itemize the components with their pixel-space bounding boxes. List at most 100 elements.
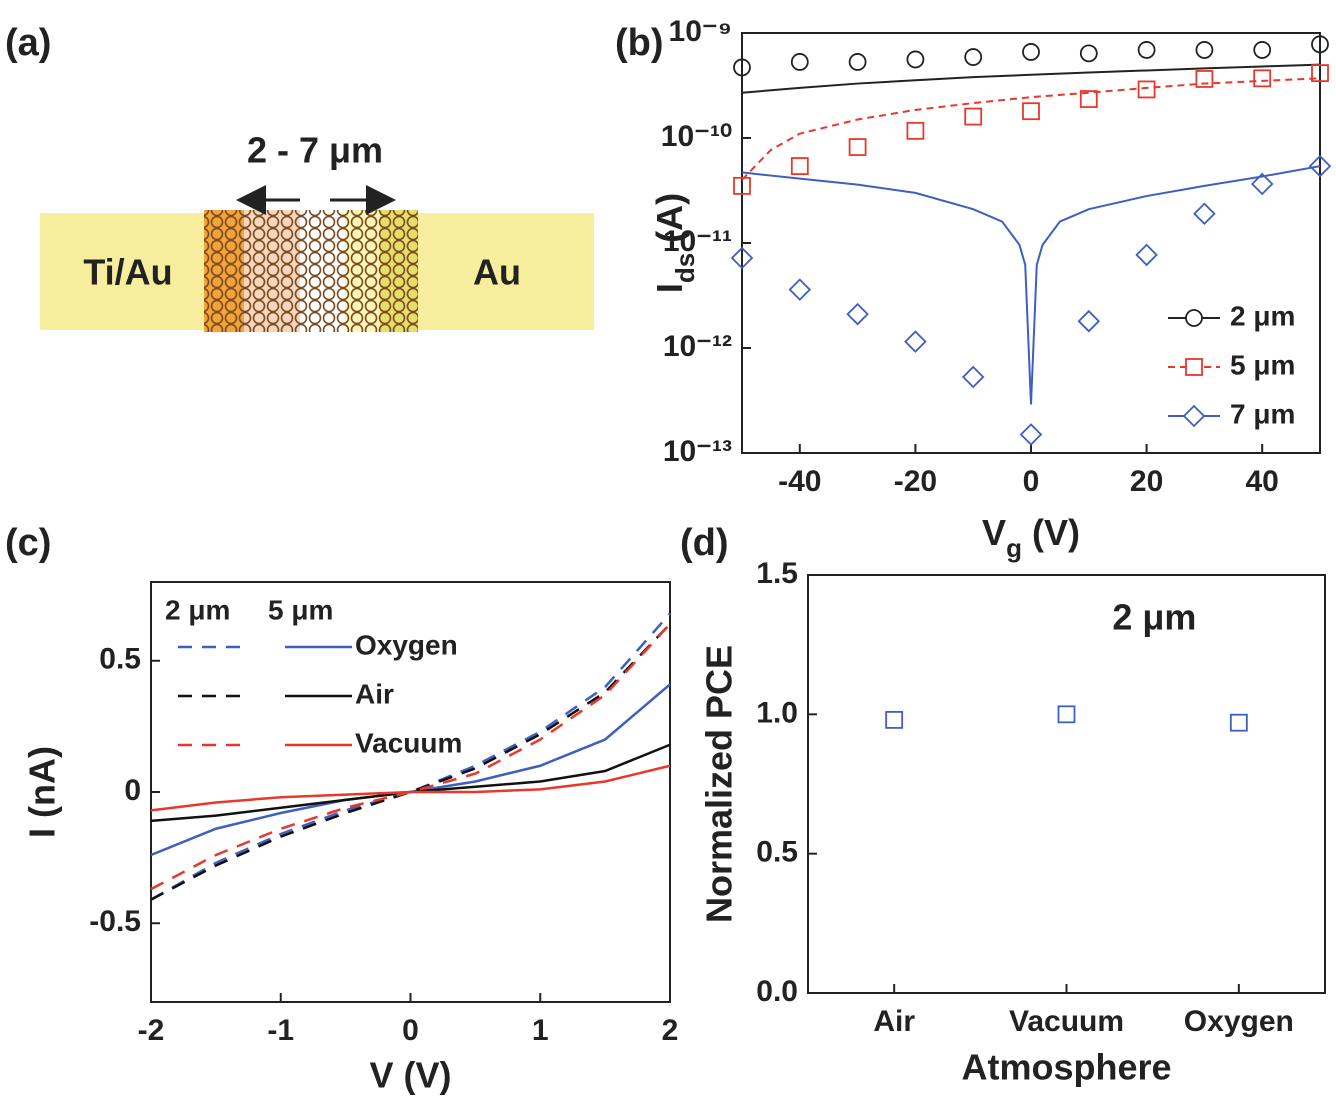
length-label: 2 - 7 μm xyxy=(247,130,383,171)
marker xyxy=(1311,64,1329,83)
x-tick-label: Air xyxy=(873,1005,915,1038)
marker xyxy=(1079,90,1098,108)
marker xyxy=(846,302,869,326)
marker xyxy=(733,58,751,77)
iv-curve xyxy=(150,623,671,901)
marker xyxy=(790,157,809,175)
y-tick-label: 1.0 xyxy=(756,696,798,729)
marker xyxy=(1019,423,1043,446)
x-tick-label: 0 xyxy=(402,1014,419,1047)
iv-curve xyxy=(150,683,671,857)
marker xyxy=(848,138,867,156)
legend-label: 2 μm xyxy=(1230,300,1295,331)
marker xyxy=(1022,102,1040,121)
axis-label-unit: (A) xyxy=(649,193,690,243)
panel-label: (a) xyxy=(5,22,51,64)
marker xyxy=(1253,41,1272,59)
legend-label: Vacuum xyxy=(355,727,462,758)
axis-label-unit: (V) xyxy=(1032,512,1080,553)
marker xyxy=(1311,35,1329,54)
marker xyxy=(788,278,812,301)
legend-label: 7 μm xyxy=(1230,398,1295,429)
panel-label: (b) xyxy=(615,22,664,64)
marker xyxy=(790,53,809,71)
legend-label: Air xyxy=(355,678,394,709)
marker xyxy=(1079,44,1098,63)
marker xyxy=(1193,202,1216,226)
marker xyxy=(1137,80,1156,99)
legend-label: 5 μm xyxy=(1230,349,1295,380)
x-tick-label: 2 xyxy=(662,1014,679,1047)
x-tick-label: Vacuum xyxy=(1009,1005,1124,1038)
marker xyxy=(961,365,985,389)
y-tick-label: 10⁻¹³ xyxy=(663,435,732,468)
marker xyxy=(1057,705,1076,724)
marker xyxy=(906,50,925,69)
annotation: 2 μm xyxy=(1112,597,1196,638)
iv-curve xyxy=(150,612,671,901)
marker xyxy=(1022,43,1040,61)
x-tick-label: -20 xyxy=(894,465,937,498)
plot-frame xyxy=(807,574,1326,994)
marker xyxy=(1135,243,1158,267)
y-tick-label: 0.0 xyxy=(756,975,798,1008)
x-tick-label: -1 xyxy=(267,1014,294,1047)
marker xyxy=(1229,713,1248,732)
nanotube xyxy=(204,210,418,332)
iv-curve xyxy=(150,764,671,812)
marker xyxy=(733,176,751,195)
panel-a: (a) 2 - 7 μm Ti/Au Au xyxy=(5,22,594,332)
marker xyxy=(964,107,983,126)
y-tick-label: 0.5 xyxy=(99,643,141,676)
x-tick-label: 1 xyxy=(532,1014,549,1047)
y-tick-label: 0 xyxy=(124,774,141,807)
axis-label: Normalized PCE xyxy=(699,645,740,923)
legend-header: 5 μm xyxy=(268,594,333,625)
marker xyxy=(848,53,867,71)
y-tick-label: 10⁻¹² xyxy=(663,330,732,363)
x-tick-label: 20 xyxy=(1130,465,1163,498)
axis-label: Ids (A) xyxy=(649,193,700,293)
marker xyxy=(1185,309,1203,327)
marker xyxy=(1185,358,1203,376)
x-tick-label: Oxygen xyxy=(1184,1005,1294,1038)
iv-curve xyxy=(150,623,671,891)
axis-label: Vg (V) xyxy=(982,512,1080,563)
y-tick-label: 10⁻¹⁰ xyxy=(661,120,732,153)
x-tick-label: -40 xyxy=(778,465,821,498)
contact-label: Au xyxy=(473,252,521,293)
x-tick-label: 0 xyxy=(1023,465,1040,498)
marker xyxy=(885,711,904,729)
fit-line xyxy=(741,77,1321,181)
y-tick-label: 0.5 xyxy=(756,836,798,869)
marker xyxy=(1308,154,1332,178)
axis-label: Atmosphere xyxy=(961,1047,1171,1088)
x-tick-label: 40 xyxy=(1246,465,1279,498)
contact-label: Ti/Au xyxy=(83,252,172,293)
marker xyxy=(964,48,983,66)
y-tick-label: -0.5 xyxy=(89,905,141,938)
y-tick-label: 1.5 xyxy=(756,557,798,590)
y-tick-label: 10⁻¹¹ xyxy=(663,225,732,258)
marker xyxy=(730,246,754,270)
legend-header: 2 μm xyxy=(165,594,230,625)
marker xyxy=(1077,309,1101,333)
axis-label: I (nA) xyxy=(22,746,63,838)
axis-label: V (V) xyxy=(369,1055,451,1096)
fit-line xyxy=(741,165,1321,405)
marker xyxy=(1182,404,1206,428)
marker xyxy=(1253,69,1272,88)
y-tick-label: 10⁻⁹ xyxy=(669,15,732,48)
axis-label-main: V xyxy=(982,512,1006,553)
marker xyxy=(906,121,925,140)
axis-label-subscript: ds xyxy=(670,253,700,283)
panel-label: (c) xyxy=(5,522,51,564)
panel-label: (d) xyxy=(680,522,729,564)
marker xyxy=(1195,70,1214,88)
marker xyxy=(1195,41,1214,59)
x-tick-label: -2 xyxy=(138,1014,165,1047)
legend-label: Oxygen xyxy=(355,629,458,660)
fit-line xyxy=(741,63,1321,94)
axis-label-subscript: g xyxy=(1006,533,1022,563)
